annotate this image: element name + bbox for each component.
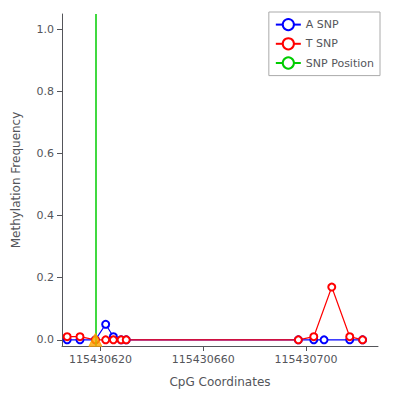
svg-text:A SNP: A SNP <box>306 18 339 31</box>
svg-text:SNP Position: SNP Position <box>306 57 374 70</box>
svg-text:115430660: 115430660 <box>172 353 235 366</box>
svg-text:0.6: 0.6 <box>37 147 55 160</box>
svg-text:115430700: 115430700 <box>275 353 338 366</box>
svg-text:0.8: 0.8 <box>37 85 55 98</box>
svg-text:0.0: 0.0 <box>37 333 55 346</box>
svg-text:Methylation Frequency: Methylation Frequency <box>9 112 23 249</box>
svg-text:0.2: 0.2 <box>37 271 55 284</box>
svg-text:CpG Coordinates: CpG Coordinates <box>169 375 270 389</box>
svg-text:T SNP: T SNP <box>305 37 338 50</box>
svg-text:1.0: 1.0 <box>37 23 55 36</box>
svg-text:0.4: 0.4 <box>37 209 55 222</box>
svg-text:115430620: 115430620 <box>69 353 132 366</box>
